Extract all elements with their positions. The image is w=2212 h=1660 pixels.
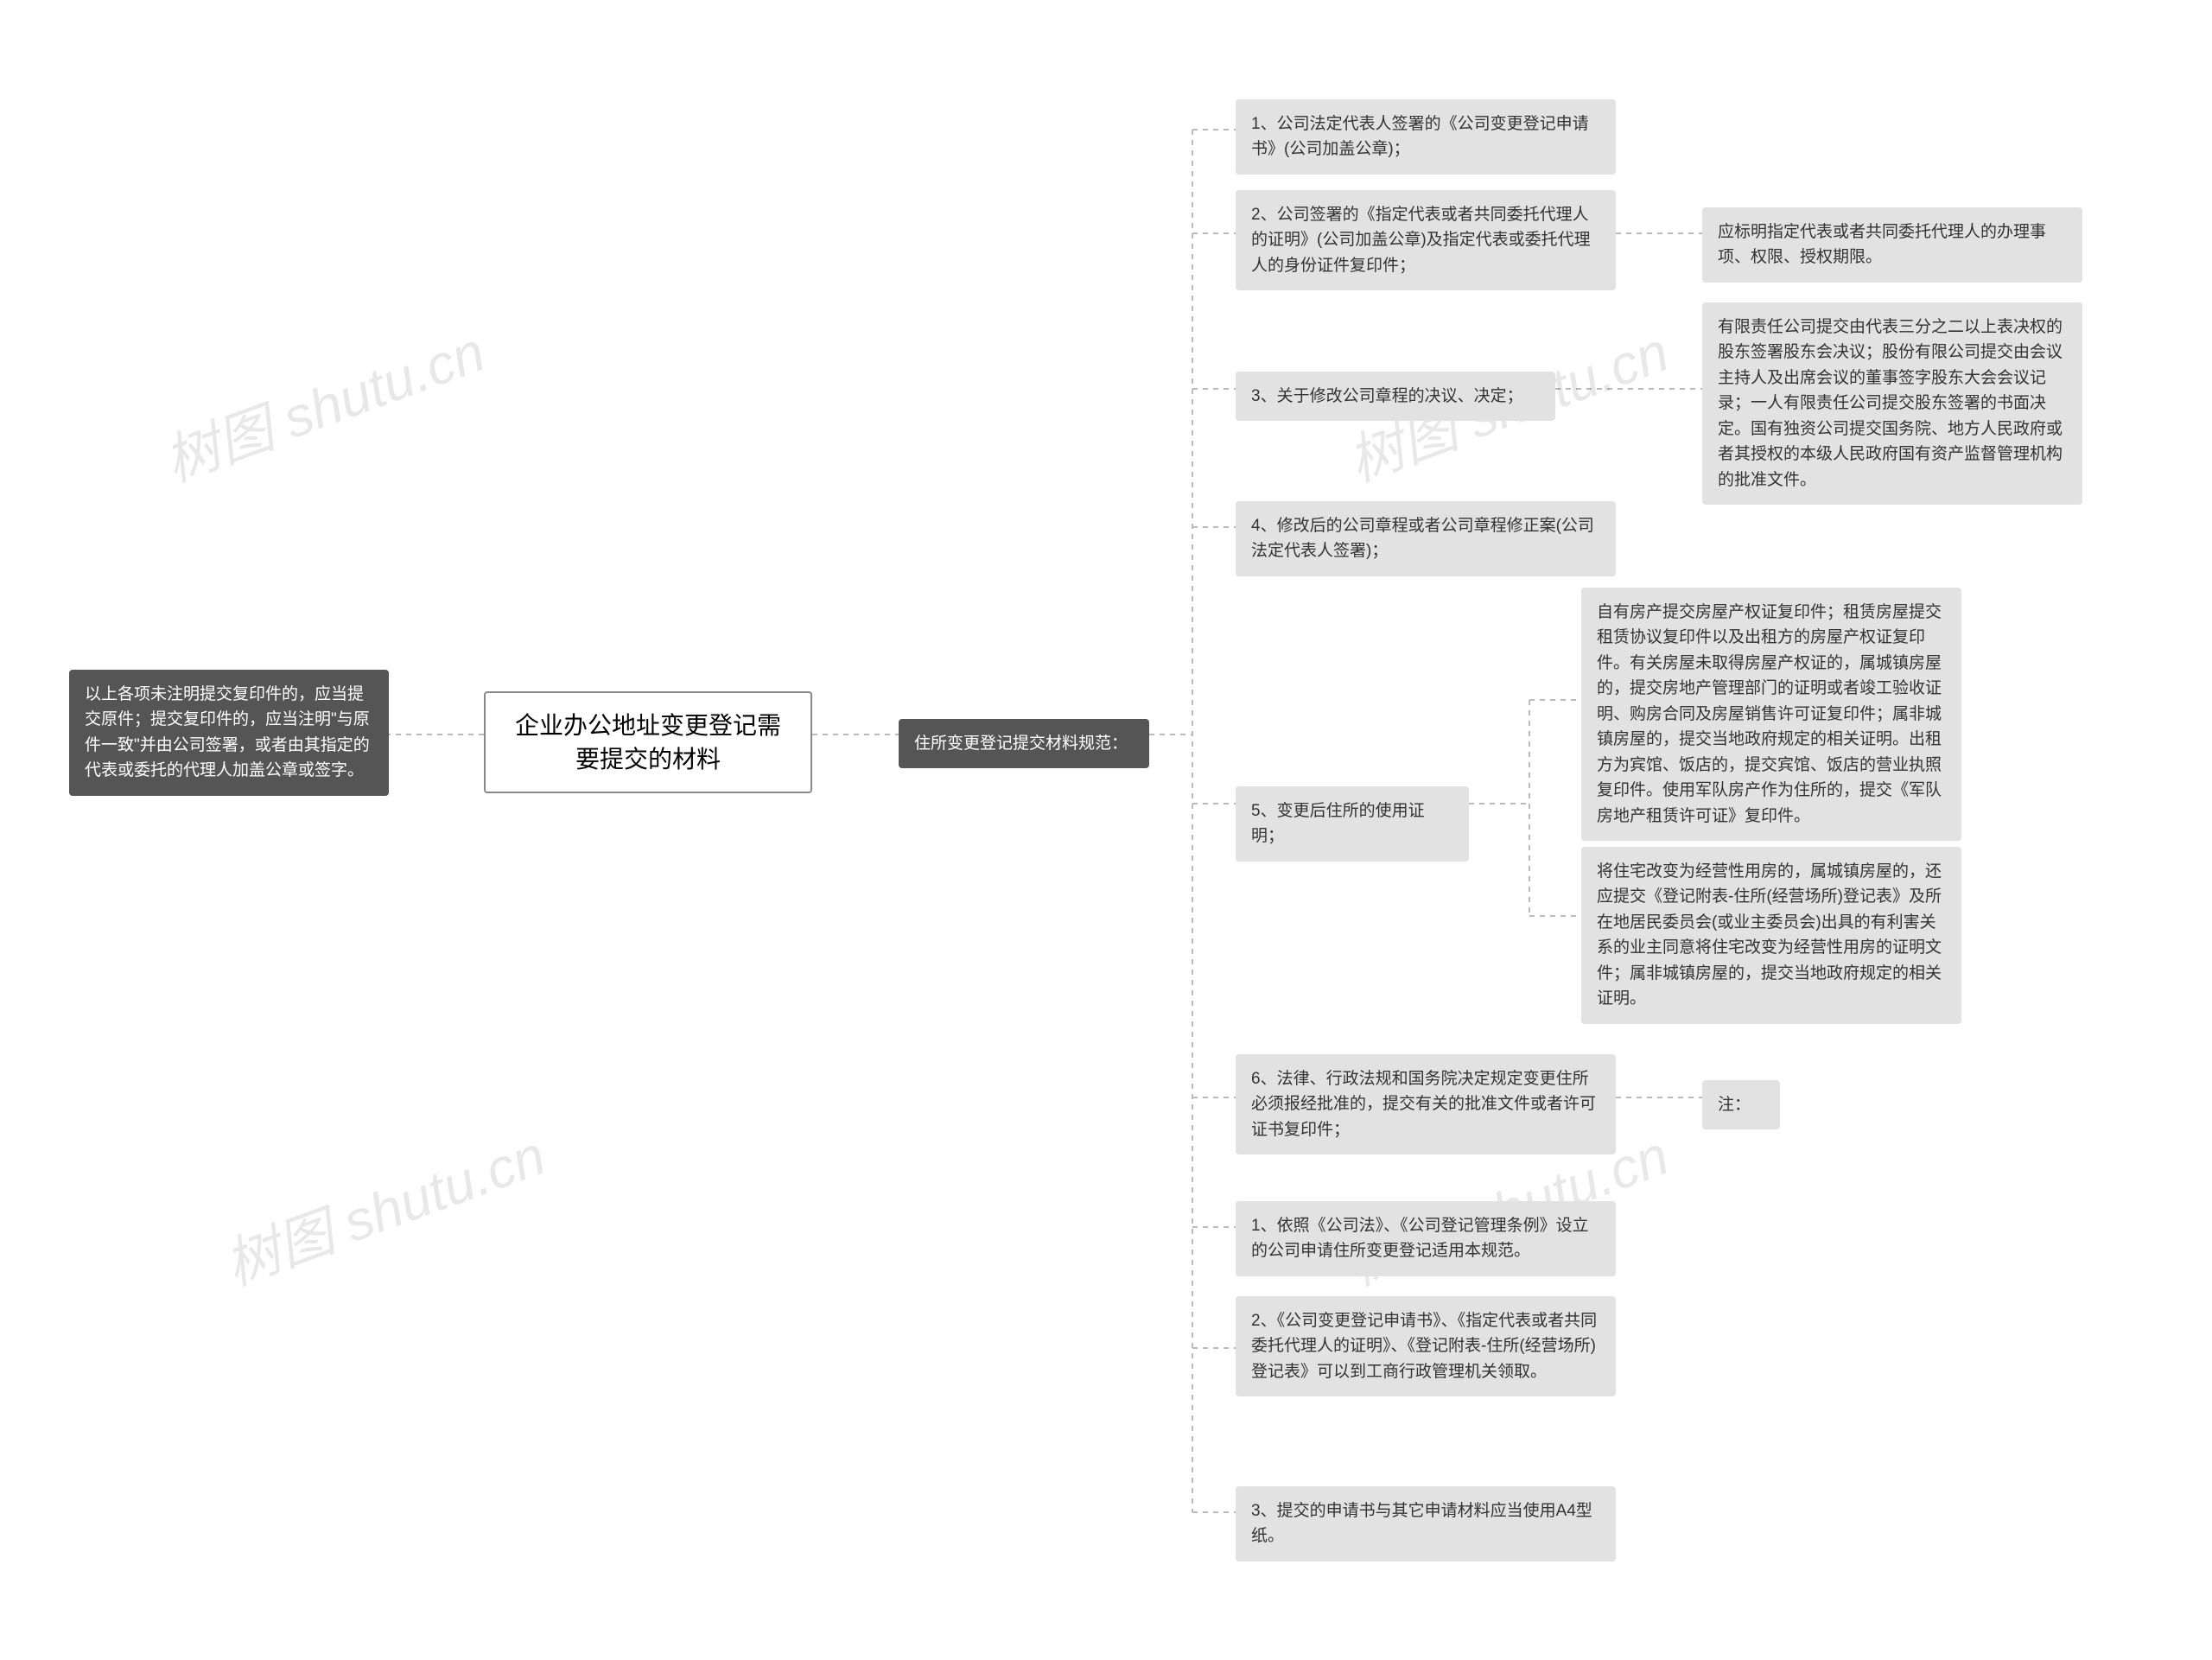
watermark: 树图 shutu.cn bbox=[152, 308, 494, 497]
item-6: 6、法律、行政法规和国务院决定规定变更住所必须报经批准的，提交有关的批准文件或者… bbox=[1236, 1054, 1616, 1154]
note-1: 1、依照《公司法》、《公司登记管理条例》设立的公司申请住所变更登记适用本规范。 bbox=[1236, 1201, 1616, 1276]
item-2: 2、公司签署的《指定代表或者共同委托代理人的证明》(公司加盖公章)及指定代表或委… bbox=[1236, 190, 1616, 290]
item-3-detail: 有限责任公司提交由代表三分之二以上表决权的股东签署股东会决议；股份有限公司提交由… bbox=[1702, 302, 2082, 505]
watermark: 树图 shutu.cn bbox=[213, 1111, 555, 1301]
note-3: 3、提交的申请书与其它申请材料应当使用A4型纸。 bbox=[1236, 1486, 1616, 1561]
item-5: 5、变更后住所的使用证明； bbox=[1236, 786, 1469, 862]
item-5-detail-b: 将住宅改变为经营性用房的，属城镇房屋的，还应提交《登记附表-住所(经营场所)登记… bbox=[1581, 847, 1961, 1024]
root-node: 企业办公地址变更登记需要提交的材料 bbox=[484, 691, 812, 793]
item-3: 3、关于修改公司章程的决议、决定； bbox=[1236, 372, 1555, 421]
item-5-detail-a: 自有房产提交房屋产权证复印件；租赁房屋提交租赁协议复印件以及出租方的房屋产权证复… bbox=[1581, 588, 1961, 841]
note-2: 2、《公司变更登记申请书》、《指定代表或者共同委托代理人的证明》、《登记附表-住… bbox=[1236, 1296, 1616, 1396]
item-1: 1、公司法定代表人签署的《公司变更登记申请书》(公司加盖公章)； bbox=[1236, 99, 1616, 175]
left-summary-note: 以上各项未注明提交复印件的，应当提交原件；提交复印件的，应当注明"与原件一致"并… bbox=[69, 670, 389, 796]
item-4: 4、修改后的公司章程或者公司章程修正案(公司法定代表人签署)； bbox=[1236, 501, 1616, 576]
item-6-note-label: 注： bbox=[1702, 1080, 1780, 1129]
section-header: 住所变更登记提交材料规范： bbox=[899, 719, 1149, 768]
item-2-detail: 应标明指定代表或者共同委托代理人的办理事项、权限、授权期限。 bbox=[1702, 207, 2082, 283]
